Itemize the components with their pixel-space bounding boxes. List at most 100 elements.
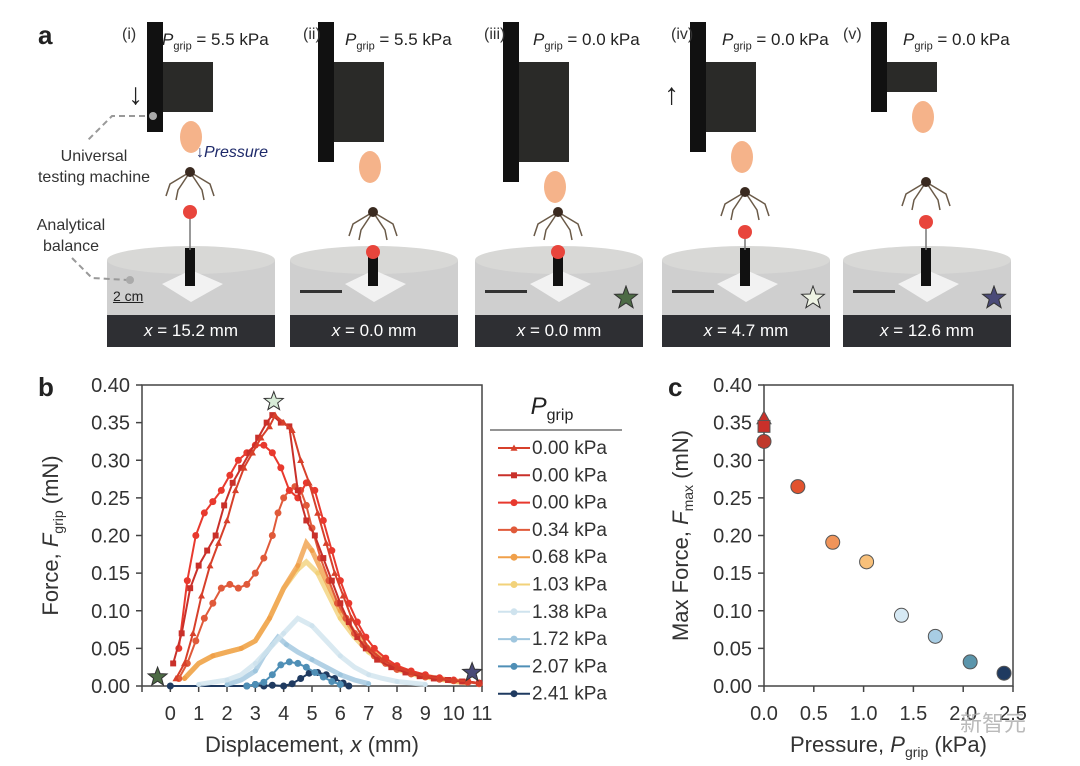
apparatus-illustration xyxy=(107,22,275,322)
data-point xyxy=(268,681,276,689)
data-point xyxy=(271,411,279,418)
data-point xyxy=(416,673,423,680)
data-point xyxy=(243,580,251,588)
legend-marker xyxy=(510,526,518,534)
needle-hub xyxy=(921,248,931,286)
photo-frame-3: x = 0.0 mm xyxy=(475,22,643,347)
data-point xyxy=(319,673,327,681)
legend-marker xyxy=(510,499,518,507)
legend-marker xyxy=(510,662,518,670)
data-point xyxy=(238,645,244,651)
data-point xyxy=(464,677,472,685)
y-tick-label: 0.20 xyxy=(91,526,130,548)
data-point xyxy=(285,658,293,666)
x-axis-label: Displacement, x (mm) xyxy=(205,732,419,757)
x-tick-label: 8 xyxy=(391,703,402,725)
x-tick-label: 2 xyxy=(221,703,232,725)
y-tick-label: 0.00 xyxy=(713,676,752,698)
max-force-pressure-chart: 0.00 0.05 0.10 0.15 0.20 0.25 0.30 0.35 0.40 0.0 0… xyxy=(668,375,1027,760)
series-line xyxy=(175,413,480,684)
displacement-label: x = 15.2 mm xyxy=(107,315,275,347)
scatter-point xyxy=(859,554,875,570)
y-tick-label: 0.40 xyxy=(91,375,130,397)
x-tick-label: 11 xyxy=(472,703,493,725)
data-point xyxy=(345,682,353,690)
data-point xyxy=(309,623,315,629)
legend-title-symbol: P xyxy=(531,393,547,420)
data-point xyxy=(379,656,387,663)
y-label-pre: Force, xyxy=(38,547,63,615)
data-point xyxy=(255,434,262,441)
force-displacement-chart: 0.00 0.05 0.10 0.15 0.20 0.25 0.30 0.35 0.40 0 1 2 3… xyxy=(38,375,622,757)
grip-pressure-label: Pgrip = 5.5 kPa xyxy=(345,30,452,52)
scatter-point xyxy=(893,607,909,623)
data-point xyxy=(450,676,458,683)
data-point xyxy=(187,585,194,592)
data-point xyxy=(284,642,289,648)
data-point xyxy=(285,486,293,494)
data-point xyxy=(280,419,288,426)
photo-frame-4: x = 4.7 mm xyxy=(662,22,830,347)
scale-bar xyxy=(485,290,527,293)
data-point xyxy=(268,449,276,457)
x-label-pre: Displacement, xyxy=(205,732,351,757)
panel-b-label: b xyxy=(38,372,54,402)
data-point xyxy=(240,464,248,471)
data-point xyxy=(365,644,373,652)
legend-item: 0.00 kPa xyxy=(498,465,607,486)
data-point xyxy=(172,674,180,682)
data-point xyxy=(234,456,242,464)
data-point xyxy=(260,678,268,686)
machine-column xyxy=(690,22,706,152)
x-label-pre: Pressure, xyxy=(790,732,890,757)
spider-gripper xyxy=(720,191,770,221)
data-point xyxy=(362,645,369,652)
p-symbol: P xyxy=(533,30,545,49)
legend-item: 0.00 kPa xyxy=(498,493,607,514)
legend-item: 0.34 kPa xyxy=(498,520,607,541)
p-subscript: grip xyxy=(173,40,192,53)
pneumatic-gripper xyxy=(180,121,202,153)
data-point xyxy=(232,486,239,494)
data-point xyxy=(181,659,188,667)
data-point xyxy=(337,600,344,607)
star-marker-icon xyxy=(461,661,483,682)
legend-item: 1.72 kPa xyxy=(498,629,607,650)
y-axis-label: Max Force, Fmax (mN) xyxy=(668,430,696,641)
pneumatic-gripper xyxy=(731,141,753,173)
x-tick-label: 0 xyxy=(165,703,176,725)
scatter-point xyxy=(756,433,772,449)
data-point xyxy=(305,479,313,486)
data-point xyxy=(303,517,310,524)
scale-bar-label: 2 cm xyxy=(113,288,144,304)
data-point xyxy=(215,539,222,546)
data-point xyxy=(366,672,372,678)
data-point xyxy=(280,682,288,690)
machine-column xyxy=(147,22,163,132)
data-point xyxy=(182,675,187,681)
series-6 xyxy=(196,615,428,687)
grip-pressure-label: Pgrip = 0.0 kPa xyxy=(533,30,640,52)
data-point xyxy=(336,680,344,688)
x-symbol: x xyxy=(879,321,889,340)
data-point xyxy=(260,554,268,562)
balance-line1: Analytical xyxy=(36,217,106,234)
legend-label: 0.68 kPa xyxy=(532,547,607,568)
legend-label: 0.00 kPa xyxy=(532,438,607,459)
data-point xyxy=(322,539,330,546)
data-point xyxy=(192,532,200,539)
photo-frame-1: x = 15.2 mm xyxy=(107,22,275,347)
y-tick-label: 0.15 xyxy=(713,563,752,585)
x-tick-label: 0.0 xyxy=(750,703,778,725)
machine-clamp xyxy=(887,62,937,92)
utm-leader xyxy=(87,115,145,141)
spider-gripper xyxy=(165,171,215,201)
x-value: = 12.6 mm xyxy=(888,321,974,340)
data-point xyxy=(288,426,296,433)
scale-bar xyxy=(300,290,342,293)
series-0 xyxy=(172,411,483,686)
x-tick-label: 1.0 xyxy=(850,703,878,725)
target-ball xyxy=(919,215,933,229)
data-point xyxy=(195,562,202,569)
grip-pressure-label: Pgrip = 0.0 kPa xyxy=(903,30,1010,52)
